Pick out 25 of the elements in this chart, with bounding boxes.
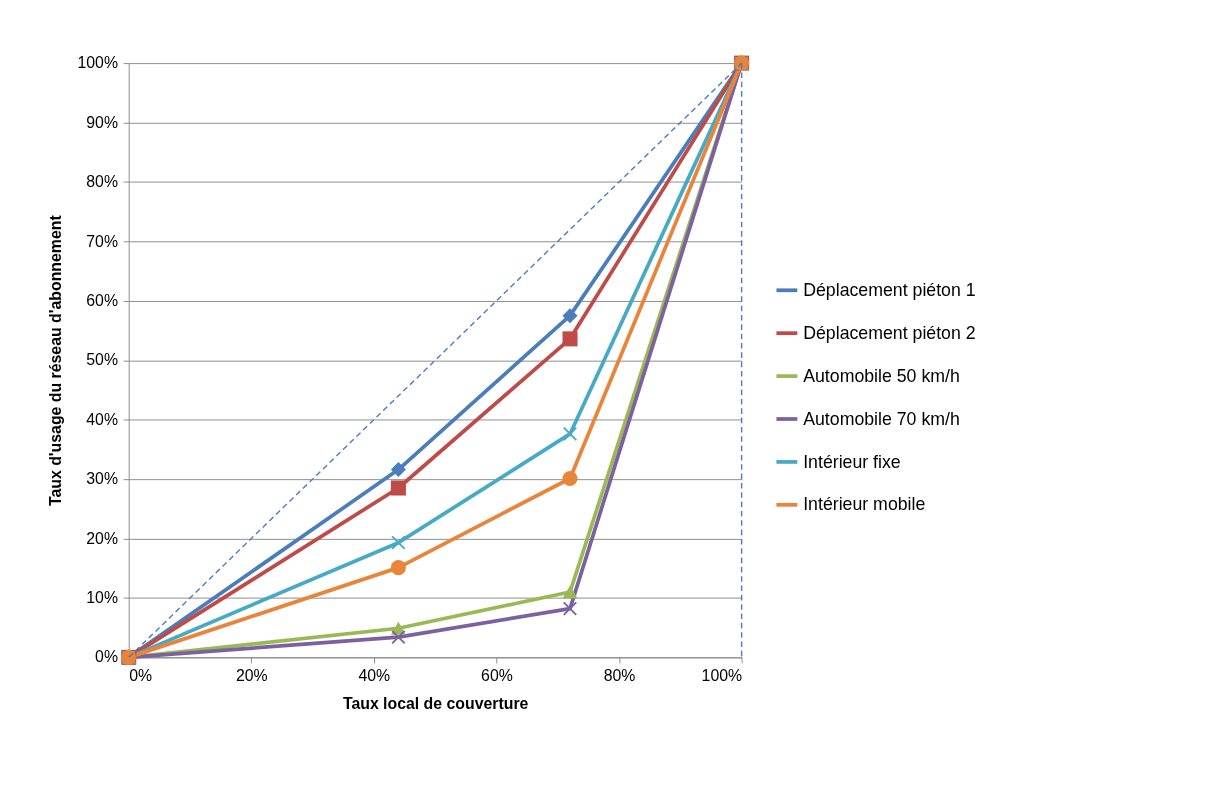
- y-tick-label: 30%: [86, 470, 119, 488]
- legend-label: Déplacement piéton 1: [803, 279, 976, 300]
- legend-label: Intérieur fixe: [803, 451, 901, 472]
- y-tick-label: 60%: [86, 291, 119, 309]
- y-axis-title: Taux d'usage du réseau d'abonnement: [46, 214, 64, 507]
- y-tick-label: 100%: [77, 54, 119, 72]
- y-tick-label: 10%: [86, 589, 119, 607]
- y-tick-label: 20%: [86, 529, 119, 547]
- x-tick-label: 80%: [603, 667, 636, 685]
- y-tick-label: 50%: [86, 351, 119, 369]
- legend-label: Intérieur mobile: [803, 494, 926, 515]
- y-tick-label: 0%: [95, 648, 119, 666]
- x-tick-label: 20%: [235, 667, 268, 685]
- x-tick-label: 100%: [701, 667, 743, 685]
- x-axis-title: Taux local de couverture: [342, 695, 529, 713]
- legend-label: Automobile 70 km/h: [803, 408, 960, 429]
- y-tick-label: 90%: [86, 113, 119, 131]
- x-tick-label: 60%: [481, 667, 513, 685]
- y-tick-label: 40%: [86, 410, 119, 428]
- y-tick-label: 80%: [86, 173, 119, 191]
- x-tick-label: 40%: [358, 667, 391, 685]
- legend-label: Automobile 50 km/h: [803, 365, 960, 386]
- y-tick-label: 70%: [86, 232, 119, 250]
- x-tick-label: 0%: [129, 667, 153, 685]
- legend-label: Déplacement piéton 2: [803, 322, 976, 343]
